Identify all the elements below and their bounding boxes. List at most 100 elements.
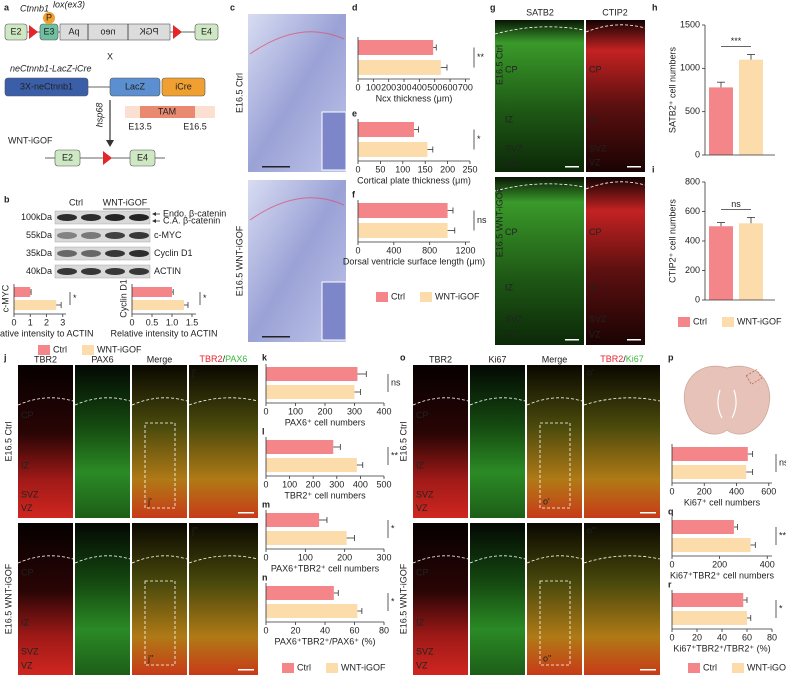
bar <box>266 531 347 545</box>
significance-label: *** <box>731 36 742 46</box>
bar <box>739 59 763 155</box>
x-tick-label: 100 <box>366 82 381 92</box>
inset-box <box>144 422 176 509</box>
region-label: IZ <box>21 618 30 628</box>
panel-label: b <box>4 194 10 204</box>
panel-label: q <box>668 506 674 516</box>
x-tick-label: 400 <box>412 82 427 92</box>
x-tick-label: 400 <box>386 245 401 255</box>
fluorescence-image <box>413 523 468 675</box>
band-arrow-head <box>152 219 156 223</box>
blot-band <box>129 250 149 257</box>
x-tick-label: 1.5 <box>186 317 199 327</box>
region-label: CP <box>505 227 518 237</box>
blot-band <box>57 268 77 275</box>
x-axis-label: PAX6⁺TBR2⁺ cell numbers <box>271 563 380 573</box>
ventricle-outline <box>412 555 469 564</box>
condition-label: E16.5 WNT-iGOF <box>3 563 13 634</box>
panel-label: n <box>262 572 268 582</box>
protein-label: Cyclin D1 <box>154 248 193 258</box>
x-tick-label: 600 <box>761 486 776 496</box>
legend-label: WNT-iGOF <box>97 344 142 354</box>
cortex-outline <box>249 31 345 55</box>
ventricle-outline <box>583 397 661 406</box>
region-box <box>745 369 763 385</box>
x-tick-label: 400 <box>353 479 368 489</box>
inset-label: o'' <box>543 653 552 663</box>
x-axis-label: Dorsal ventricle surface length (μm) <box>343 256 485 266</box>
region-label: VZ <box>21 660 33 670</box>
significance-label: ns <box>477 215 487 225</box>
significance-label: ** <box>391 450 399 460</box>
x-tick-label: 0.5 <box>146 317 159 327</box>
ventricle-outline <box>131 555 188 564</box>
legend-label: WNT-iGOF <box>737 316 782 326</box>
fluorescence-image <box>189 523 258 675</box>
region-label: SVZ <box>505 314 523 324</box>
tam-label: TAM <box>158 106 176 116</box>
protein-label: ACTIN <box>154 266 181 276</box>
x-axis-label: TBR2⁺ cell numbers <box>284 490 366 500</box>
fluorescence-image <box>470 365 525 518</box>
blot-band <box>105 232 125 239</box>
allele-superscript: lox(ex3) <box>53 0 85 9</box>
region-label: IZ <box>416 460 425 470</box>
fluorescence-image <box>132 523 187 675</box>
legend-label: Ctrl <box>693 316 707 326</box>
lane-label: WNT-iGOF <box>103 197 148 207</box>
bar <box>132 300 184 310</box>
legend-swatch <box>38 345 50 355</box>
panel-label: l <box>262 426 265 436</box>
blot-band <box>81 250 101 257</box>
stain-label: SATB2 <box>526 7 554 17</box>
significance-label: * <box>73 293 77 303</box>
panel-label: p <box>668 352 674 362</box>
x-axis-label: Ki67⁺TBR2⁺/TBR2⁺ (%) <box>673 643 770 653</box>
fluorescence-image <box>132 365 187 518</box>
ventricle-outline <box>131 397 188 406</box>
bar <box>672 611 747 625</box>
region-label: SVZ <box>416 489 434 499</box>
ventricle-outline <box>526 555 583 564</box>
loxp-site <box>103 151 112 165</box>
x-tick-label: 60 <box>742 632 752 642</box>
condition-label: E16.5 WNT-iGOF <box>398 563 408 634</box>
x-axis-label: Ki67⁺TBR2⁺ cell numbers <box>670 570 775 580</box>
significance-label: * <box>779 603 783 613</box>
panel-label: h <box>652 2 658 12</box>
promoter-block <box>4 77 89 97</box>
ventricle-outline <box>494 26 585 35</box>
x-tick-label: 0 <box>263 625 268 635</box>
blot-band <box>129 232 149 239</box>
cassette-label: PGK <box>139 26 158 36</box>
bar <box>358 122 414 137</box>
x-tick-label: 40 <box>717 632 727 642</box>
blot-band <box>105 268 125 275</box>
transgene-name: neCtnnb1-LacZ-iCre <box>10 63 92 73</box>
y-tick-label: 500 <box>685 106 700 116</box>
ventricle-outline <box>74 397 131 406</box>
region-label: VZ <box>505 329 517 339</box>
allele-name: Ctnnb1 <box>20 3 49 13</box>
ventricle-outline <box>74 555 131 564</box>
blot-band <box>81 214 101 221</box>
panel-label: f <box>352 189 356 199</box>
bar <box>14 300 57 310</box>
x-tick-label: 0 <box>263 479 268 489</box>
ventricle-outline <box>17 397 74 406</box>
y-axis-label: SATB2⁺ cell numbers <box>667 46 677 133</box>
promoter-block-label: 3X-neCtnnb1 <box>20 81 73 91</box>
scale-bar <box>627 166 641 168</box>
legend-swatch <box>376 292 388 302</box>
region-label: SVZ <box>505 144 523 154</box>
x-tick-label: 0 <box>355 82 360 92</box>
significance-label: * <box>203 293 207 303</box>
x-tick-label: 300 <box>376 552 391 562</box>
band-label: C.A. β-catenin <box>163 215 220 225</box>
phospho-label: P <box>46 12 52 22</box>
blot-band <box>57 214 77 221</box>
legend-swatch <box>732 663 744 673</box>
bar <box>266 385 355 399</box>
tam-window <box>140 106 195 118</box>
protein-label: c-MYC <box>154 230 182 240</box>
